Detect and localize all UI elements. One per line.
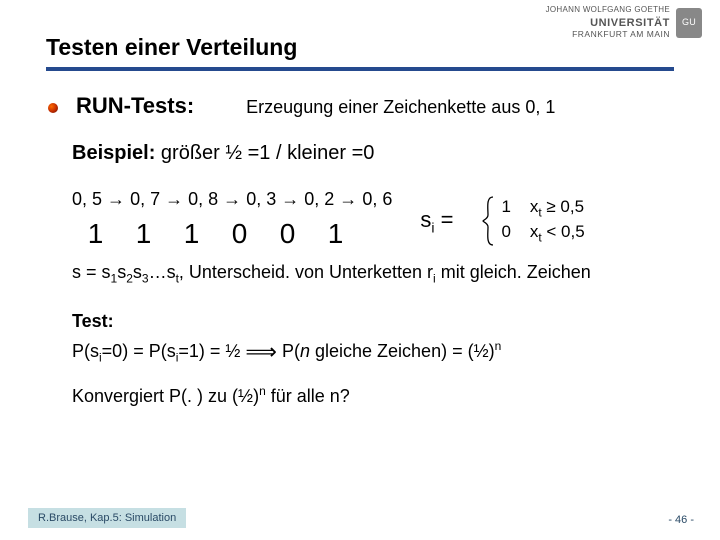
implies-icon: ⟹	[245, 339, 277, 364]
sequence-values: 0, 5 → 0, 7 → 0, 8 → 0, 3 → 0, 2 → 0, 6	[72, 186, 392, 213]
case1-rest: ≥ 0,5	[542, 197, 584, 216]
seq-bit: 1	[120, 213, 168, 255]
t-pnmid: gleiche Zeichen) = (½)	[310, 341, 495, 361]
konv-sup: n	[259, 384, 266, 398]
run-tests-row: RUN-Tests: Erzeugung einer Zeichenkette …	[72, 89, 674, 122]
logo-line1: JOHANN WOLFGANG GOETHE	[546, 6, 670, 15]
konv-pre: Konvergiert P(. ) zu (½)	[72, 386, 259, 406]
content-area: RUN-Tests: Erzeugung einer Zeichenkette …	[0, 71, 720, 410]
cases-block: 1 xt ≥ 0,5 0 xt < 0,5	[481, 195, 584, 247]
t-p0pre: P(s	[72, 341, 99, 361]
konv-mid: für alle n?	[266, 386, 350, 406]
sline-pre: s = s	[72, 262, 111, 282]
sline-s3: 3	[142, 272, 149, 286]
run-tests-label: RUN-Tests:	[76, 89, 194, 122]
test-eq-line: P(si=0) = P(si=1) = ½ ⟹ P(n gleiche Zeic…	[72, 335, 674, 368]
sline-tail: mit gleich. Zeichen	[436, 262, 591, 282]
seq-val: 0, 7	[130, 189, 160, 209]
case-2: 0 xt < 0,5	[501, 221, 584, 246]
seq-bit: 1	[72, 213, 120, 255]
case2-num: 0	[501, 222, 510, 241]
t-pnsup: n	[495, 339, 502, 353]
footer-left: R.Brause, Kap.5: Simulation	[28, 508, 186, 528]
sline-after: , Unterscheid. von Unterketten r	[179, 262, 433, 282]
logo-line2: UNIVERSITÄT	[546, 17, 670, 29]
seq-val: 0, 5	[72, 189, 102, 209]
sline-mid: …s	[149, 262, 176, 282]
seq-val: 0, 8	[188, 189, 218, 209]
seq-val: 0, 6	[362, 189, 392, 209]
s-definition-line: s = s1s2s3…st, Unterscheid. von Unterket…	[72, 259, 674, 288]
sequence-bits: 111001	[72, 213, 392, 255]
si-equals: si =	[420, 203, 453, 238]
case1-num: 1	[501, 197, 510, 216]
university-logo: JOHANN WOLFGANG GOETHE UNIVERSITÄT FRANK…	[546, 6, 702, 39]
seq-val: 0, 2	[304, 189, 334, 209]
sequence-row: 0, 5 → 0, 7 → 0, 8 → 0, 3 → 0, 2 → 0, 6 …	[72, 186, 674, 255]
beispiel-label: Beispiel:	[72, 142, 155, 164]
seq-bit: 1	[312, 213, 360, 255]
beispiel-line: Beispiel: größer ½ =1 / kleiner =0	[72, 138, 674, 168]
left-brace-icon	[481, 195, 495, 247]
logo-line3: FRANKFURT AM MAIN	[546, 30, 670, 39]
case-1: 1 xt ≥ 0,5	[501, 196, 584, 221]
test-block: Test: P(si=0) = P(si=1) = ½ ⟹ P(n gleich…	[72, 308, 674, 368]
t-pnn: n	[300, 341, 310, 361]
t-pnpre: P(	[282, 341, 300, 361]
bullet-icon	[48, 103, 58, 113]
logo-seal-icon: GU	[676, 8, 702, 38]
seq-val: 0, 3	[246, 189, 276, 209]
footer-page-number: - 46 -	[668, 514, 694, 526]
test-label: Test:	[72, 311, 114, 331]
seq-bit: 1	[168, 213, 216, 255]
konvergiert-line: Konvergiert P(. ) zu (½)n für alle n?	[72, 382, 674, 410]
case2-rest: < 0,5	[542, 222, 585, 241]
sline-s2: 2	[126, 272, 133, 286]
seq-bit: 0	[216, 213, 264, 255]
si-eqsign: =	[434, 207, 453, 232]
t-p0after: =1) = ½	[178, 341, 245, 361]
seq-bit: 0	[264, 213, 312, 255]
t-p0mid: =0) = P(s	[102, 341, 176, 361]
si-s: s	[420, 207, 431, 232]
run-tests-desc: Erzeugung einer Zeichenkette aus 0, 1	[246, 94, 555, 121]
beispiel-rule: größer ½ =1 / kleiner =0	[161, 142, 374, 164]
